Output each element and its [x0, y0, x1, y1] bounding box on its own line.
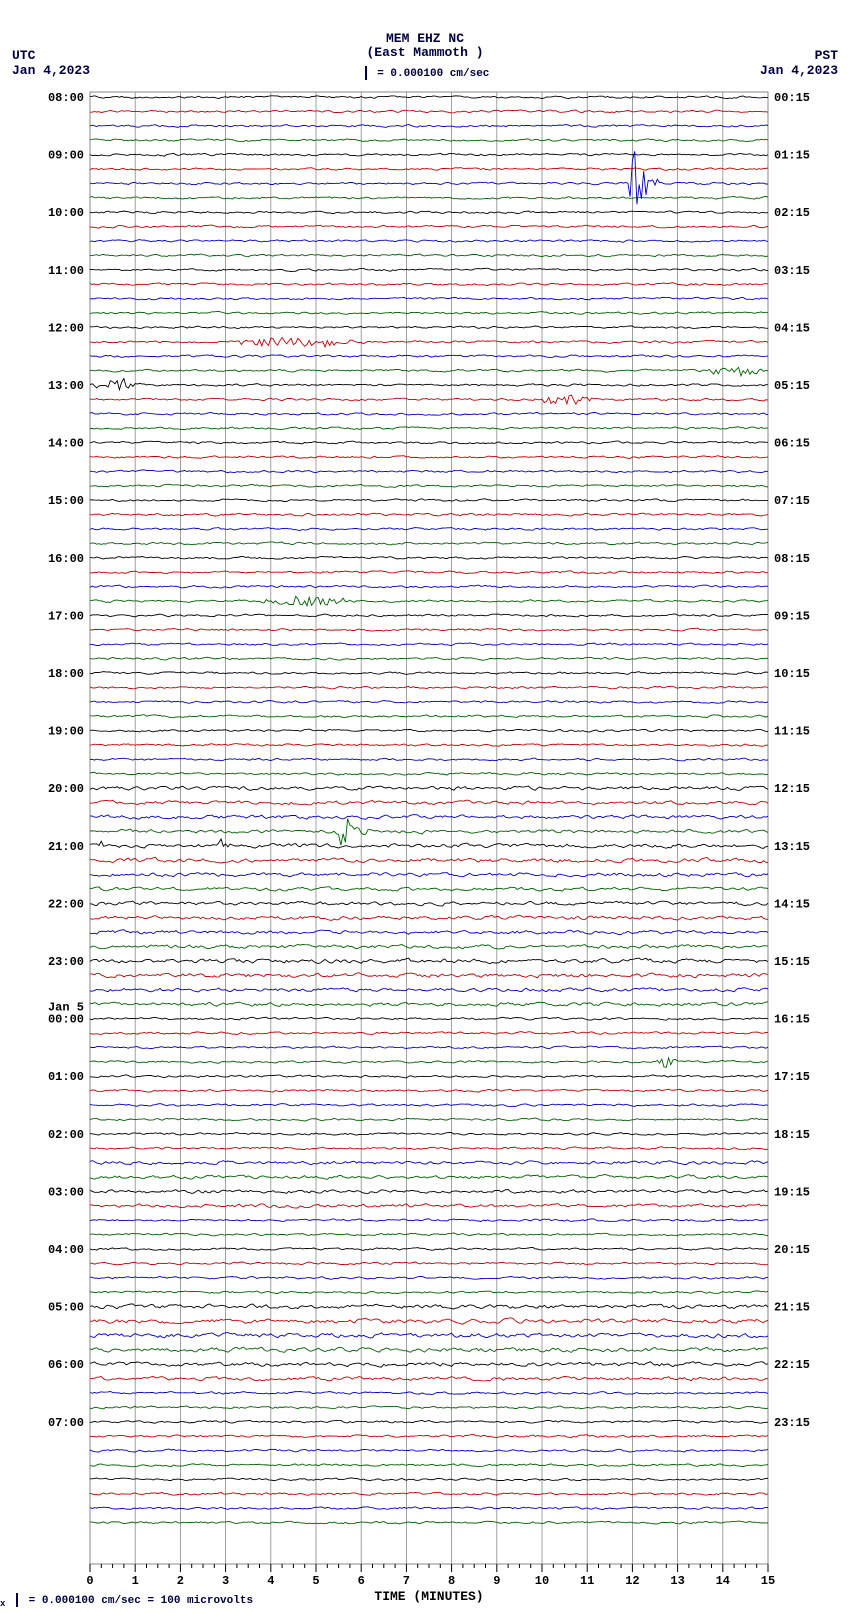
- right-time-label: 02:15: [774, 206, 810, 220]
- svg-text:9: 9: [493, 1574, 500, 1588]
- right-time-label: 06:15: [774, 437, 810, 451]
- right-time-label: 13:15: [774, 840, 810, 854]
- footer-scale-bar-icon: [16, 1593, 18, 1607]
- left-time-label: 21:00: [48, 840, 84, 854]
- svg-text:11: 11: [580, 1574, 594, 1588]
- svg-text:4: 4: [267, 1574, 274, 1588]
- title-line2: (East Mammoth ): [366, 45, 483, 60]
- right-time-label: 21:15: [774, 1301, 810, 1315]
- right-time-label: 05:15: [774, 379, 810, 393]
- left-time-label: 00:00: [48, 1013, 84, 1027]
- left-time-label: 20:00: [48, 782, 84, 796]
- left-time-label: 17:00: [48, 609, 84, 623]
- tz-right-date: Jan 4,2023: [760, 63, 838, 78]
- right-time-label: 08:15: [774, 552, 810, 566]
- scale-note: = 0.000100 cm/sec: [0, 66, 850, 80]
- left-time-label: 02:00: [48, 1128, 84, 1142]
- right-time-label: 10:15: [774, 667, 810, 681]
- right-time-label: 17:15: [774, 1070, 810, 1084]
- left-time-label: 01:00: [48, 1070, 84, 1084]
- svg-text:5: 5: [312, 1574, 319, 1588]
- right-time-label: 15:15: [774, 955, 810, 969]
- svg-text:TIME (MINUTES): TIME (MINUTES): [374, 1589, 483, 1604]
- right-time-label: 04:15: [774, 321, 810, 335]
- left-time-label: 23:00: [48, 955, 84, 969]
- footer-scale: x = 0.000100 cm/sec = 100 microvolts: [0, 1593, 253, 1609]
- right-time-label: 14:15: [774, 897, 810, 911]
- scale-bar-icon: [365, 66, 367, 80]
- scale-label: = 0.000100 cm/sec: [377, 68, 489, 80]
- right-time-label: 11:15: [774, 725, 810, 739]
- right-time-label: 19:15: [774, 1185, 810, 1199]
- left-time-label: 12:00: [48, 321, 84, 335]
- right-time-label: 09:15: [774, 609, 810, 623]
- tz-left-date: Jan 4,2023: [12, 63, 90, 78]
- seismogram-svg: 0123456789101112131415TIME (MINUTES)08:0…: [48, 88, 812, 1610]
- left-time-label: 13:00: [48, 379, 84, 393]
- svg-text:12: 12: [625, 1574, 639, 1588]
- left-time-label: 03:00: [48, 1185, 84, 1199]
- footer-text: = 0.000100 cm/sec = 100 microvolts: [29, 1595, 253, 1607]
- title-line1: MEM EHZ NC: [386, 31, 464, 46]
- svg-text:3: 3: [222, 1574, 229, 1588]
- tz-right-label: PST: [815, 48, 838, 63]
- left-time-label: 08:00: [48, 91, 84, 105]
- left-time-label: 15:00: [48, 494, 84, 508]
- svg-text:7: 7: [403, 1574, 410, 1588]
- left-time-label: 06:00: [48, 1358, 84, 1372]
- right-time-label: 23:15: [774, 1416, 810, 1430]
- left-time-label: 05:00: [48, 1301, 84, 1315]
- right-time-label: 03:15: [774, 264, 810, 278]
- left-time-label: 07:00: [48, 1416, 84, 1430]
- right-time-label: 18:15: [774, 1128, 810, 1142]
- left-time-label: 10:00: [48, 206, 84, 220]
- svg-text:1: 1: [132, 1574, 139, 1588]
- right-time-label: 12:15: [774, 782, 810, 796]
- left-time-label: 04:00: [48, 1243, 84, 1257]
- left-time-label: 09:00: [48, 149, 84, 163]
- svg-text:6: 6: [358, 1574, 365, 1588]
- left-time-label: 16:00: [48, 552, 84, 566]
- svg-text:15: 15: [761, 1574, 775, 1588]
- right-time-label: 01:15: [774, 149, 810, 163]
- chart-title: MEM EHZ NC (East Mammoth ): [0, 32, 850, 60]
- page-root: MEM EHZ NC (East Mammoth ) = 0.000100 cm…: [0, 0, 850, 1613]
- left-time-label: 18:00: [48, 667, 84, 681]
- svg-text:2: 2: [177, 1574, 184, 1588]
- timezone-right: PST Jan 4,2023: [760, 48, 838, 78]
- svg-text:14: 14: [716, 1574, 730, 1588]
- right-time-label: 16:15: [774, 1013, 810, 1027]
- svg-text:10: 10: [535, 1574, 549, 1588]
- timezone-left: UTC Jan 4,2023: [12, 48, 90, 78]
- svg-text:13: 13: [670, 1574, 684, 1588]
- svg-text:8: 8: [448, 1574, 455, 1588]
- left-time-label: 14:00: [48, 437, 84, 451]
- right-time-label: 22:15: [774, 1358, 810, 1372]
- tz-left-label: UTC: [12, 48, 35, 63]
- svg-text:0: 0: [86, 1574, 93, 1588]
- seismogram-plot: 0123456789101112131415TIME (MINUTES)08:0…: [48, 88, 726, 1610]
- right-time-label: 20:15: [774, 1243, 810, 1257]
- right-time-label: 00:15: [774, 91, 810, 105]
- left-time-label: 19:00: [48, 725, 84, 739]
- left-time-label: 11:00: [48, 264, 84, 278]
- footer-prefix: x: [0, 1599, 5, 1609]
- left-time-label: 22:00: [48, 897, 84, 911]
- right-time-label: 07:15: [774, 494, 810, 508]
